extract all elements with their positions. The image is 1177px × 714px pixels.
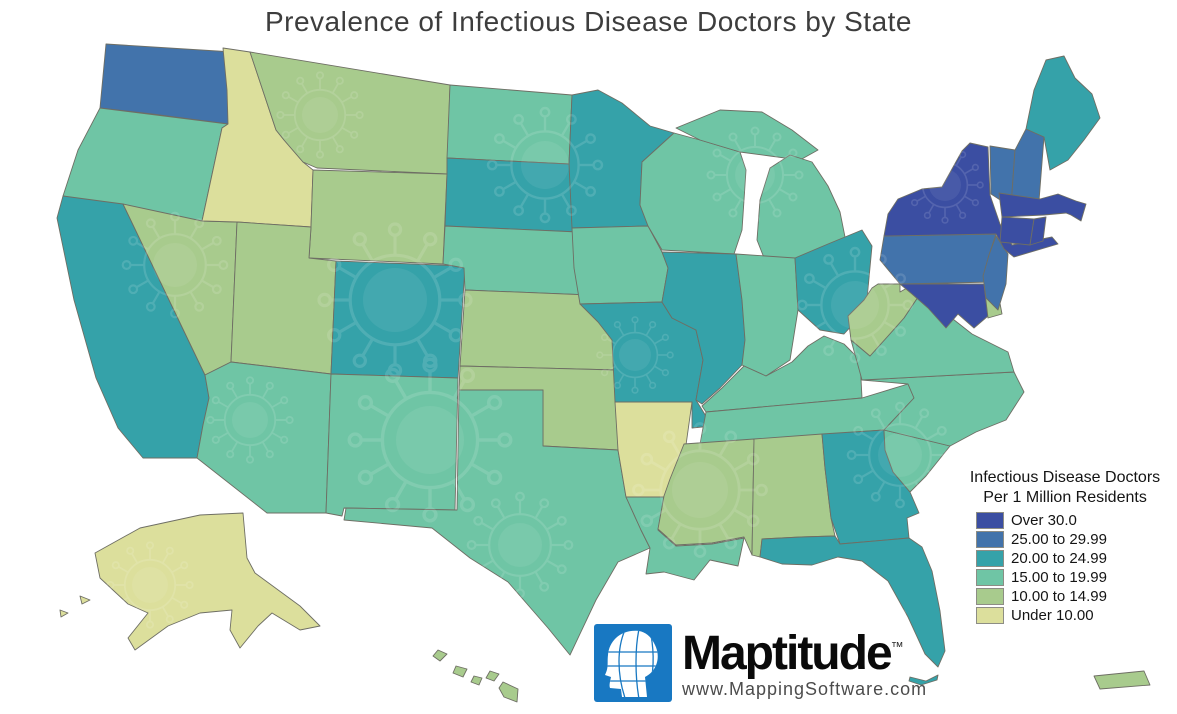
state-puerto-rico — [1093, 670, 1151, 690]
legend-swatch — [976, 588, 1004, 605]
state-wyoming — [308, 169, 448, 265]
state-wisconsin — [639, 132, 747, 255]
state-massachusetts — [998, 192, 1087, 222]
legend-swatch — [976, 550, 1004, 567]
legend-row: Under 10.00 — [976, 606, 1174, 625]
legend-swatch — [976, 569, 1004, 586]
trademark-symbol: ™ — [890, 639, 904, 654]
state-louisiana — [625, 496, 745, 581]
legend-title-line1: Infectious Disease Doctors — [969, 469, 1161, 486]
state-iowa — [571, 225, 669, 305]
state-hawaii — [432, 649, 519, 703]
legend-row: 20.00 to 24.99 — [976, 549, 1174, 568]
logo-text: Maptitude™ www.MappingSoftware.com — [682, 624, 927, 700]
legend: Infectious Disease Doctors Per 1 Million… — [956, 468, 1174, 625]
state-north-carolina — [861, 371, 1025, 447]
legend-rows: Over 30.0 25.00 to 29.99 20.00 to 24.99 … — [976, 511, 1174, 625]
maptitude-logo: Maptitude™ www.MappingSoftware.com — [594, 624, 927, 702]
state-michigan-upper — [675, 109, 819, 161]
legend-label: 15.00 to 19.99 — [1011, 569, 1107, 586]
legend-label: 25.00 to 29.99 — [1011, 531, 1107, 548]
legend-row: 15.00 to 19.99 — [976, 568, 1174, 587]
logo-brand: Maptitude™ — [682, 627, 904, 680]
state-connecticut — [999, 216, 1035, 246]
state-rhode-island — [1029, 216, 1047, 246]
legend-label: Over 30.0 — [1011, 512, 1077, 529]
legend-row: Over 30.0 — [976, 511, 1174, 530]
legend-row: 10.00 to 14.99 — [976, 587, 1174, 606]
state-new-jersey — [982, 235, 1009, 311]
legend-row: 25.00 to 29.99 — [976, 530, 1174, 549]
legend-swatch — [976, 607, 1004, 624]
logo-website: www.MappingSoftware.com — [682, 679, 928, 699]
legend-swatch — [976, 531, 1004, 548]
legend-title-line2: Per 1 Million Residents — [983, 489, 1147, 506]
legend-label: Under 10.00 — [1011, 607, 1094, 624]
maptitude-head-globe-icon — [594, 624, 672, 702]
state-florida — [759, 535, 946, 686]
legend-label: 20.00 to 24.99 — [1011, 550, 1107, 567]
page-title: Prevalence of Infectious Disease Doctors… — [264, 6, 913, 37]
state-indiana — [735, 253, 799, 377]
state-maine — [1025, 55, 1101, 171]
legend-label: 10.00 to 14.99 — [1011, 588, 1107, 605]
legend-swatch — [976, 512, 1004, 529]
state-texas — [343, 389, 651, 656]
